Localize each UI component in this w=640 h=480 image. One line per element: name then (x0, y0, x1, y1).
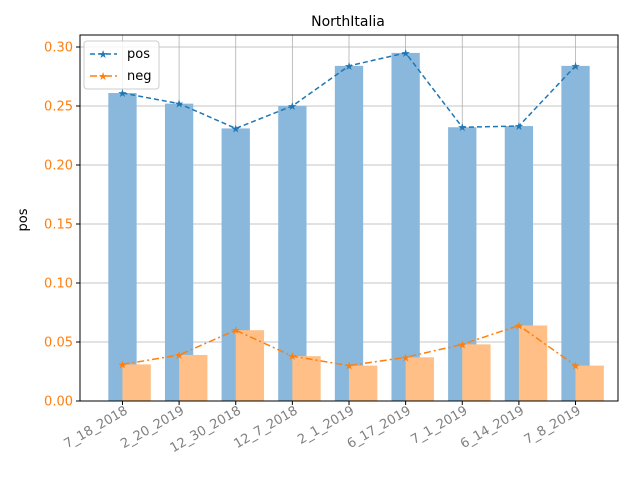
y-tick-label: 0.15 (44, 218, 73, 233)
marker-pos: ★ (344, 60, 354, 73)
bar-neg (122, 364, 151, 401)
y-tick-label: 0.00 (44, 395, 73, 410)
line-pos (122, 52, 577, 130)
legend-pos-marker: ★ (98, 48, 108, 61)
bar-neg (518, 325, 548, 401)
legend-pos-label: pos (127, 47, 150, 62)
series-lines: ★ ★ ★ ★ ★ ★ ★ ★ ★ ★ ★ ★ ★ ★ ★ ★ ★ ★ (118, 47, 581, 373)
legend-neg-marker: ★ (98, 70, 108, 83)
marker-pos: ★ (514, 120, 524, 133)
marker-pos: ★ (571, 60, 581, 73)
marker-pos: ★ (457, 121, 467, 134)
x-tick-label: 12_7_2018 (231, 403, 300, 451)
marker-pos: ★ (401, 47, 411, 60)
bar-neg (292, 356, 321, 401)
bar-neg (235, 330, 265, 401)
marker-neg: ★ (401, 351, 411, 364)
marker-pos: ★ (174, 98, 184, 111)
marker-pos: ★ (118, 87, 128, 100)
y-tick-label: 0.05 (44, 336, 73, 351)
bar-pos (391, 52, 420, 402)
marker-neg: ★ (287, 350, 297, 363)
bar-neg (462, 344, 491, 401)
x-tick-label: 7_8_2019 (522, 403, 584, 447)
bar-neg (179, 354, 208, 401)
bar-pos (334, 65, 364, 401)
marker-neg: ★ (514, 319, 524, 332)
marker-neg: ★ (118, 358, 128, 371)
bar-pos (108, 93, 137, 402)
marker-neg: ★ (231, 324, 241, 337)
marker-neg: ★ (457, 338, 467, 351)
bar-neg (349, 365, 378, 401)
x-tick-label: 7_18_2018 (62, 403, 131, 451)
y-axis-label: pos (16, 208, 31, 231)
marker-neg: ★ (344, 360, 354, 373)
y-tick-label: 0.25 (44, 100, 73, 115)
bars (108, 52, 604, 402)
marker-neg: ★ (571, 360, 581, 373)
legend-neg-label: neg (127, 69, 152, 84)
y-tick-label: 0.20 (44, 159, 73, 174)
marker-pos: ★ (231, 122, 241, 135)
y-axis-ticks: 0.00 0.05 0.10 0.15 0.20 0.25 0.30 (44, 41, 80, 410)
bar-pos (164, 103, 194, 401)
x-tick-label: 6_14_2019 (458, 403, 527, 451)
marker-pos: ★ (287, 100, 297, 113)
y-tick-label: 0.30 (44, 41, 73, 56)
line-neg (122, 324, 576, 367)
bar-neg (575, 365, 604, 401)
legend: ★ pos ★ neg (83, 40, 160, 90)
x-axis-ticks: 7_18_20182_20_201912_30_201812_7_20182_1… (62, 401, 584, 456)
legend-box (83, 40, 160, 90)
marker-neg: ★ (174, 349, 184, 362)
chart-title: NorthItalia (311, 14, 385, 30)
y-tick-label: 0.10 (44, 277, 73, 292)
bar-neg (405, 357, 434, 401)
x-tick-label: 6_17_2019 (345, 403, 414, 451)
bar-pos (561, 65, 590, 401)
